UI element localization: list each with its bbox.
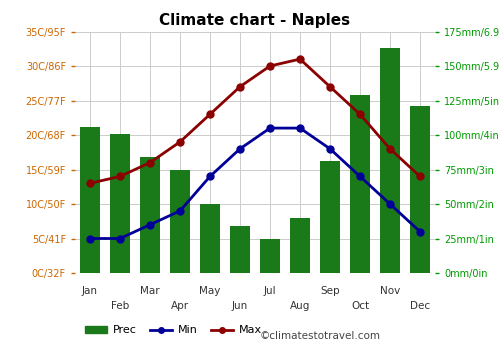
Text: Jan: Jan <box>82 286 98 296</box>
Title: Climate chart - Naples: Climate chart - Naples <box>160 13 350 28</box>
Bar <box>290 218 310 273</box>
Text: May: May <box>200 286 220 296</box>
Bar <box>320 161 340 273</box>
Bar <box>380 48 400 273</box>
Text: Dec: Dec <box>410 301 430 311</box>
Text: Jun: Jun <box>232 301 248 311</box>
Bar <box>200 204 220 273</box>
Text: Mar: Mar <box>140 286 160 296</box>
Legend: Prec, Min, Max: Prec, Min, Max <box>80 321 266 340</box>
Bar <box>140 157 160 273</box>
Bar <box>410 106 430 273</box>
Text: Sep: Sep <box>320 286 340 296</box>
Text: Aug: Aug <box>290 301 310 311</box>
Text: Oct: Oct <box>351 301 369 311</box>
Bar <box>170 169 190 273</box>
Bar <box>80 127 100 273</box>
Text: Nov: Nov <box>380 286 400 296</box>
Text: Jul: Jul <box>264 286 276 296</box>
Text: Feb: Feb <box>111 301 129 311</box>
Bar <box>350 95 370 273</box>
Bar <box>110 134 130 273</box>
Bar <box>230 226 250 273</box>
Text: Apr: Apr <box>171 301 189 311</box>
Text: ©climatestotravel.com: ©climatestotravel.com <box>260 331 381 341</box>
Bar <box>260 238 280 273</box>
